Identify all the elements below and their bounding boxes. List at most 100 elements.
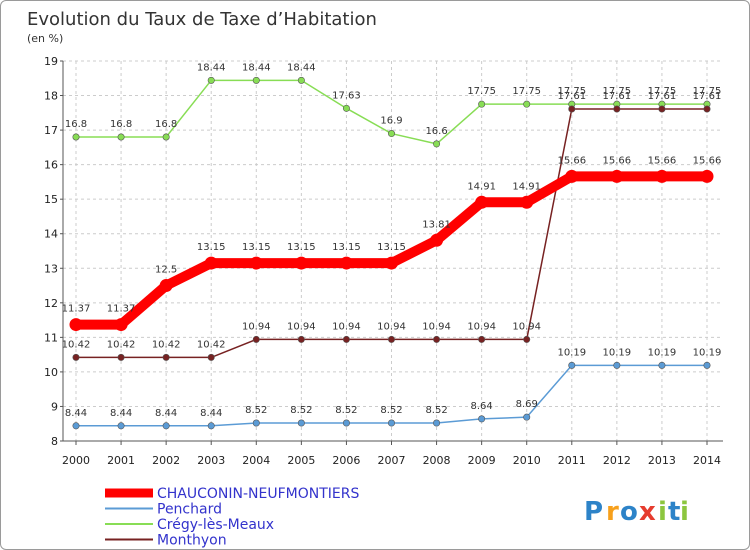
x-tick-label: 2013 [648, 454, 676, 467]
legend: CHAUCONIN-NEUFMONTIERSPenchardCrégy-lès-… [105, 486, 359, 549]
series-point [658, 361, 666, 369]
data-label: 10.19 [648, 347, 677, 358]
legend-label-1: Penchard [157, 502, 222, 518]
data-label: 15.66 [693, 155, 722, 166]
legend-label-2: Crégy-lès-Meaux [157, 517, 274, 533]
data-label: 17.61 [648, 91, 677, 102]
logo-letter: P [584, 497, 603, 527]
logo-letter: i [658, 497, 667, 527]
series-point [117, 353, 125, 361]
data-label: 17.75 [467, 86, 496, 97]
x-tick-label: 2014 [693, 454, 721, 467]
data-label: 8.44 [110, 408, 132, 419]
y-tick-label: 12 [44, 297, 58, 310]
logo-letter: r [606, 497, 619, 527]
x-tick-label: 2005 [287, 454, 315, 467]
data-label: 18.44 [242, 62, 271, 73]
series-point [69, 318, 83, 332]
series-point [342, 335, 350, 343]
data-label: 10.94 [377, 321, 406, 332]
series-point [297, 335, 305, 343]
data-label: 13.15 [377, 242, 406, 253]
data-label: 17.61 [557, 91, 586, 102]
data-label: 10.42 [197, 339, 226, 350]
series-point [523, 100, 531, 108]
series-point [433, 419, 441, 427]
series-point [252, 419, 260, 427]
data-label: 8.44 [200, 408, 222, 419]
chart-subtitle: (en %) [27, 32, 63, 45]
data-label: 16.8 [65, 119, 87, 130]
data-label: 8.44 [65, 408, 87, 419]
y-tick-label: 9 [51, 400, 58, 413]
data-label: 8.64 [471, 401, 493, 412]
series-point [478, 100, 486, 108]
series-point [249, 256, 263, 270]
series-point [162, 133, 170, 141]
data-label: 10.94 [512, 321, 541, 332]
data-label: 8.69 [516, 399, 538, 410]
series-lines [69, 76, 714, 430]
series-point [433, 140, 441, 148]
series-point [72, 422, 80, 430]
data-label: 10.42 [62, 339, 91, 350]
data-label: 10.94 [287, 321, 316, 332]
legend-label-3: Monthyon [157, 533, 227, 549]
data-label: 17.75 [648, 86, 677, 97]
series-point [114, 318, 128, 332]
y-tick-label: 13 [44, 262, 58, 275]
x-tick-label: 2001 [107, 454, 135, 467]
x-tick-label: 2000 [62, 454, 90, 467]
data-label: 16.8 [155, 119, 177, 130]
data-label: 13.15 [197, 242, 226, 253]
y-tick-label: 14 [44, 228, 58, 241]
data-label: 16.8 [110, 119, 132, 130]
series-point [204, 256, 218, 270]
data-label: 8.52 [425, 405, 447, 416]
series-point [387, 130, 395, 138]
chart-title: Evolution du Taux de Taxe d’Habitation [27, 9, 377, 30]
logo-letter: o [620, 497, 638, 527]
series-point [430, 233, 444, 247]
series-point [703, 361, 711, 369]
data-label: 13.81 [422, 219, 451, 230]
y-tick-label: 17 [44, 124, 58, 137]
data-label: 18.44 [197, 62, 226, 73]
y-tick-label: 11 [44, 331, 58, 344]
y-tick-label: 16 [44, 159, 58, 172]
data-label: 10.94 [467, 321, 496, 332]
series-point [207, 353, 215, 361]
data-label: 15.66 [648, 155, 677, 166]
data-label: 16.6 [425, 126, 447, 137]
data-label: 13.15 [242, 242, 271, 253]
series-point [523, 335, 531, 343]
data-label: 17.75 [603, 86, 632, 97]
series-point [252, 76, 260, 84]
data-label: 16.9 [380, 116, 402, 127]
series-point [162, 353, 170, 361]
logo-letter: t [668, 497, 680, 527]
series-point [475, 195, 489, 209]
series-point [565, 169, 579, 183]
series-point [655, 169, 669, 183]
series-point [568, 361, 576, 369]
series-point [478, 415, 486, 423]
data-label: 17.63 [332, 90, 361, 101]
data-label: 12.5 [155, 265, 177, 276]
series-point [523, 413, 531, 421]
series-point [568, 105, 576, 113]
series-point [610, 169, 624, 183]
data-label: 10.42 [152, 339, 181, 350]
series-point [658, 105, 666, 113]
data-label: 17.75 [557, 86, 586, 97]
y-tick-label: 18 [44, 90, 58, 103]
y-tick-label: 19 [44, 55, 58, 68]
series-point [387, 335, 395, 343]
series-point [72, 133, 80, 141]
data-label: 10.94 [332, 321, 361, 332]
data-label: 14.91 [512, 181, 541, 192]
logo-letter: x [639, 497, 656, 527]
